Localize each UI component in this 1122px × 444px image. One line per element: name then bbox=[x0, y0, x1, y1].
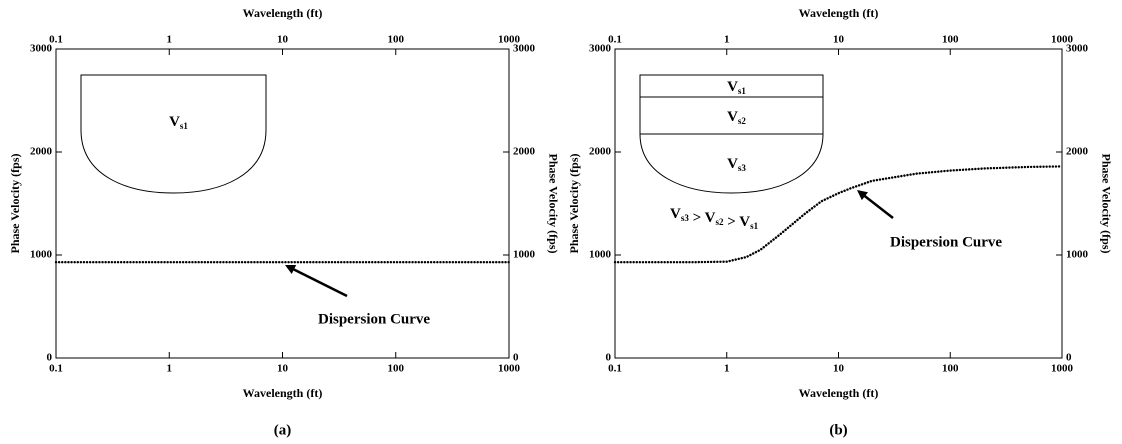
y2-tick-label: 2000 bbox=[1066, 146, 1089, 158]
plot-frame bbox=[55, 48, 510, 359]
y2-tick-label: 0 bbox=[1066, 352, 1072, 364]
arrow-shaft bbox=[291, 267, 348, 298]
text-part: > V bbox=[723, 214, 750, 230]
dispersion-curve bbox=[613, 165, 1064, 264]
subscript: s1 bbox=[750, 221, 759, 231]
subscript: s1 bbox=[738, 86, 747, 96]
x-top-tick-label: 100 bbox=[388, 34, 405, 46]
subscript: s3 bbox=[738, 163, 747, 173]
x-top-tick-label: 0.1 bbox=[608, 34, 622, 46]
y2-tick-label: 1000 bbox=[513, 249, 536, 261]
layer-label: Vs1 bbox=[169, 114, 188, 131]
y-tick-label: 3000 bbox=[589, 43, 612, 55]
x-tick-label: 10 bbox=[833, 363, 845, 375]
annotation: Dispersion Curve bbox=[890, 234, 1002, 250]
caption: (b) bbox=[829, 422, 847, 438]
y-tick-label: 2000 bbox=[589, 146, 612, 158]
x-top-tick-label: 1000 bbox=[498, 34, 521, 46]
x-tick-label: 1 bbox=[724, 363, 730, 375]
y-tick-label: 1000 bbox=[589, 249, 612, 261]
y2-tick-label: 0 bbox=[513, 352, 519, 364]
subscript: s1 bbox=[180, 121, 189, 131]
y2-tick-label: 1000 bbox=[1066, 249, 1089, 261]
arrow-shaft bbox=[860, 192, 894, 219]
x-axis-title: Wavelength (ft) bbox=[799, 386, 879, 400]
soil-profile bbox=[80, 74, 267, 194]
x-top-axis-title: Wavelength (ft) bbox=[799, 6, 879, 20]
y-tick-label: 0 bbox=[47, 352, 53, 364]
x-tick-label: 0.1 bbox=[49, 363, 63, 375]
caption: (a) bbox=[274, 422, 292, 438]
y-tick-label: 2000 bbox=[30, 146, 53, 158]
x-tick-label: 1000 bbox=[1051, 363, 1074, 375]
arrow-head bbox=[285, 265, 297, 274]
x-top-tick-label: 1 bbox=[724, 34, 730, 46]
layer-label: Vs2 bbox=[727, 109, 746, 126]
y2-axis-title: Phase Velocity (fps) bbox=[546, 154, 560, 254]
x-top-tick-label: 1000 bbox=[1051, 34, 1074, 46]
velocity-inequality: Vs3 > Vs2 > Vs1 bbox=[670, 206, 759, 231]
x-tick-label: 1 bbox=[167, 363, 173, 375]
x-top-tick-label: 10 bbox=[277, 34, 289, 46]
x-tick-label: 1000 bbox=[498, 363, 521, 375]
x-tick-label: 0.1 bbox=[608, 363, 622, 375]
subscript: s3 bbox=[681, 213, 690, 223]
x-axis-title: Wavelength (ft) bbox=[243, 386, 323, 400]
x-top-tick-label: 1 bbox=[167, 34, 173, 46]
subscript: s2 bbox=[715, 217, 724, 227]
y2-axis-title: Phase Velocity (fps) bbox=[1099, 154, 1113, 254]
x-top-axis-title: Wavelength (ft) bbox=[243, 6, 323, 20]
x-tick-label: 100 bbox=[942, 363, 959, 375]
arrow-head bbox=[857, 190, 868, 201]
text-part: > V bbox=[689, 210, 716, 226]
plot-frame bbox=[614, 48, 1063, 359]
x-tick-label: 10 bbox=[277, 363, 289, 375]
y2-tick-label: 3000 bbox=[1066, 43, 1089, 55]
x-tick-label: 100 bbox=[388, 363, 405, 375]
x-top-tick-label: 0.1 bbox=[49, 34, 63, 46]
text-part: V bbox=[169, 114, 180, 130]
y-tick-label: 1000 bbox=[30, 249, 53, 261]
y-tick-label: 3000 bbox=[30, 43, 53, 55]
y-axis-title: Phase Velocity (fps) bbox=[567, 154, 581, 254]
layer-label: Vs3 bbox=[727, 156, 746, 173]
x-top-tick-label: 100 bbox=[942, 34, 959, 46]
soil-profile bbox=[639, 74, 824, 194]
y2-tick-label: 3000 bbox=[513, 43, 536, 55]
text-part: V bbox=[727, 109, 738, 125]
y-axis-title: Phase Velocity (fps) bbox=[8, 154, 22, 254]
y2-tick-label: 2000 bbox=[513, 146, 536, 158]
text-part: V bbox=[727, 79, 738, 95]
text-part: V bbox=[727, 156, 738, 172]
layer-label: Vs1 bbox=[727, 79, 746, 96]
subscript: s2 bbox=[738, 116, 747, 126]
x-top-tick-label: 10 bbox=[833, 34, 845, 46]
y-tick-label: 0 bbox=[606, 352, 612, 364]
text-part: V bbox=[670, 206, 681, 222]
annotation: Dispersion Curve bbox=[318, 311, 430, 327]
